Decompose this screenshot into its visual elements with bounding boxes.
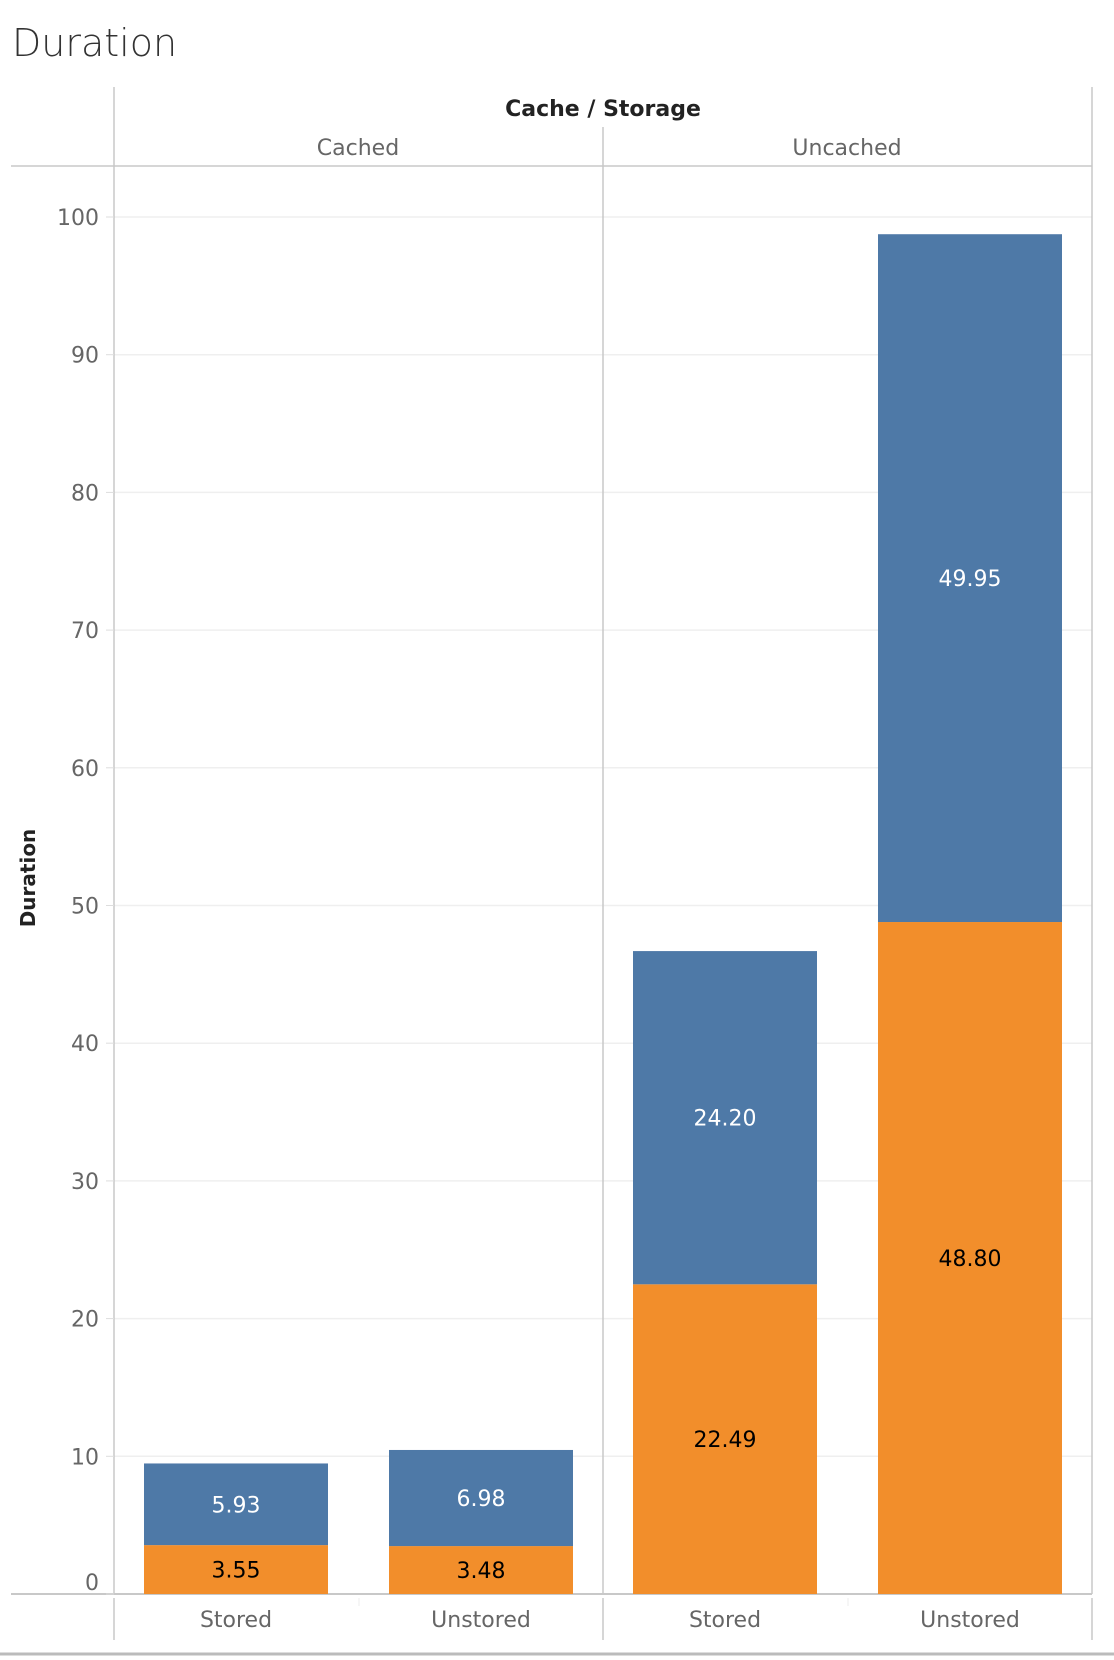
bar-segment-bottom [389, 1546, 573, 1594]
x-category-label: Stored [200, 1608, 272, 1633]
y-tick-label: 40 [71, 1032, 99, 1057]
y-tick-label: 90 [71, 344, 99, 369]
bar-value-label: 5.93 [212, 1493, 261, 1518]
column-header: Cache / Storage [505, 97, 701, 122]
bars: 3.55 5.93 3.48 6.98 22.49 24.20 48.80 49.95 [144, 234, 1062, 1594]
bar-segment-top [144, 1463, 328, 1546]
y-tick-label: 20 [71, 1308, 99, 1333]
y-axis-label: Duration [16, 829, 40, 928]
bar-segment-top [389, 1449, 573, 1547]
y-tick-label: 60 [71, 757, 99, 782]
bar-value-label: 6.98 [457, 1487, 506, 1512]
y-tick-label: 70 [71, 619, 99, 644]
bar-value-label: 3.55 [212, 1559, 261, 1584]
y-tick-label: 80 [71, 481, 99, 506]
y-axis-ticks: 0 10 20 30 40 50 60 70 80 90 100 [57, 206, 114, 1596]
bar-segment-bottom [144, 1545, 328, 1594]
panel-header-cached: Cached [317, 136, 399, 161]
bar-value-label: 3.48 [457, 1559, 506, 1584]
bar-value-label: 49.95 [939, 567, 1002, 592]
bar-value-label: 48.80 [939, 1247, 1002, 1272]
y-tick-label: 50 [71, 895, 99, 920]
bar-segment-top [633, 951, 817, 1285]
bar-segment-bottom [633, 1284, 817, 1594]
y-tick-label: 10 [71, 1445, 99, 1470]
y-tick-label: 0 [85, 1571, 99, 1596]
x-category-label: Stored [689, 1608, 761, 1633]
chart-title: Duration [12, 21, 177, 65]
x-axis-labels: Stored Unstored Stored Unstored [200, 1608, 1020, 1633]
y-tick-label: 30 [71, 1170, 99, 1195]
x-category-label: Unstored [920, 1608, 1020, 1633]
bar-segment-top [878, 234, 1062, 923]
panel-header-uncached: Uncached [792, 136, 901, 161]
bar-value-label: 22.49 [694, 1428, 757, 1453]
x-category-label: Unstored [431, 1608, 531, 1633]
y-tick-label: 100 [57, 206, 99, 231]
bar-segment-bottom [878, 922, 1062, 1594]
bar-value-label: 24.20 [694, 1107, 757, 1132]
